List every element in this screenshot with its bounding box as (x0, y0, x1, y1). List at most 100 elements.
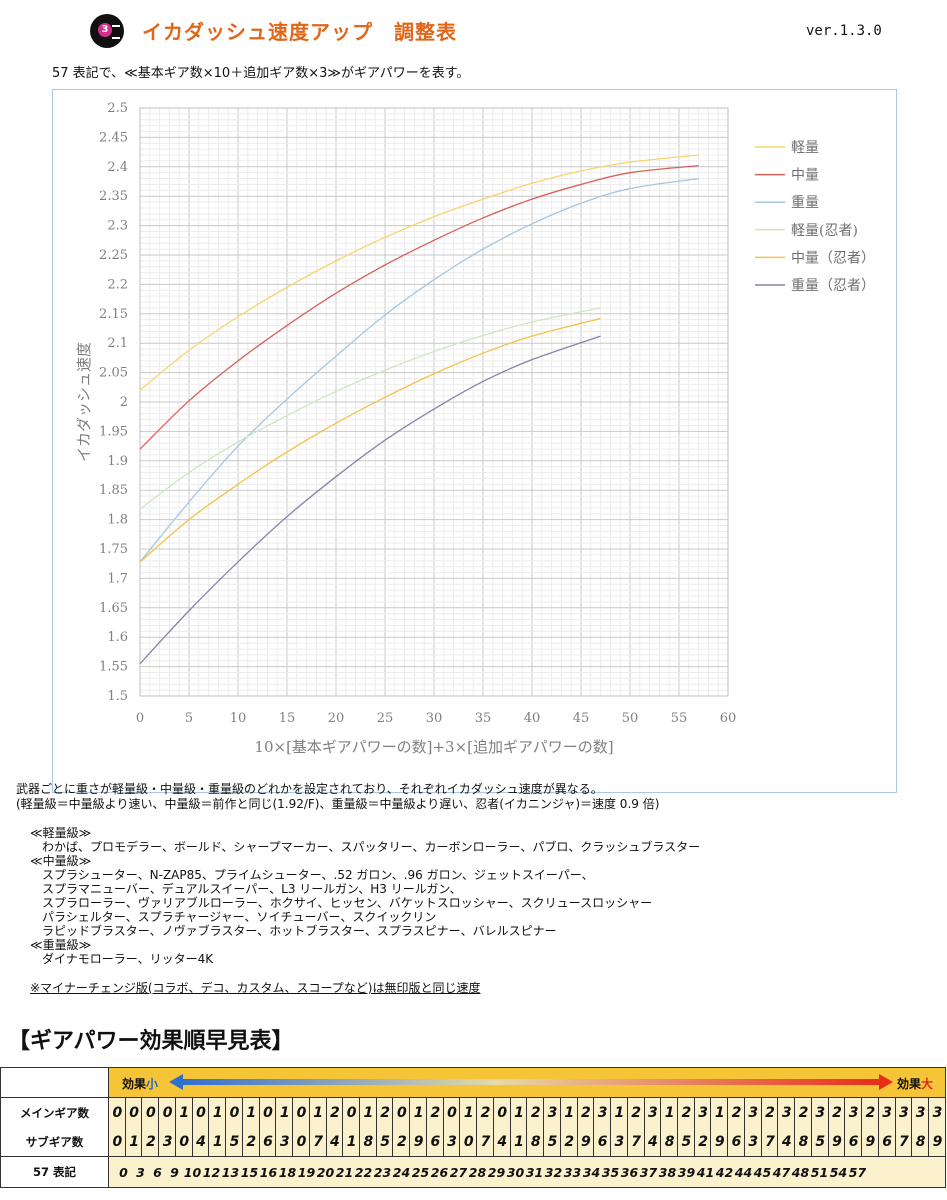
p57-cell: 25 (411, 1164, 430, 1180)
main-gear-cell: 0 (442, 1097, 461, 1128)
main-gear-cell: 0 (225, 1097, 243, 1128)
sub-gear-cell: 3 (442, 1128, 461, 1157)
medium-weapons-1: スプラシューター、N-ZAP85、プライムシューター、.52 ガロン、.96 ガ… (42, 868, 594, 882)
y-tick-label: 2.2 (107, 277, 128, 292)
main-gear-cell: 1 (308, 1097, 327, 1128)
main-gear-cell: 2 (626, 1097, 645, 1128)
x-tick-label: 35 (475, 711, 492, 726)
main-gear-label: メインギア数 (0, 1097, 109, 1128)
x-tick-label: 45 (573, 711, 590, 726)
p57-cell: 45 (753, 1164, 772, 1180)
sub-gear-cell: 5 (375, 1128, 394, 1157)
x-tick-label: 55 (671, 711, 688, 726)
x-tick-label: 60 (720, 711, 737, 726)
sub-gear-cell: 2 (241, 1128, 260, 1157)
y-tick-label: 2.45 (99, 130, 128, 145)
minor-change-note: ※マイナーチェンジ版(コラボ、デコ、カスタム、スコープなど)は無印版と同じ速度 (30, 981, 481, 995)
main-gear-cell: 3 (593, 1097, 612, 1128)
medium-weapons-2: スプラマニューバー、デュアルスイーパー、L3 リールガン、H3 リールガン、 (42, 882, 462, 896)
x-tick-label: 20 (328, 711, 345, 726)
heavy-heading: ≪重量級≫ (30, 938, 92, 952)
y-tick-label: 2 (120, 395, 128, 410)
y-tick-label: 1.7 (107, 571, 128, 586)
p57-cell: 20 (316, 1164, 335, 1180)
p57-cell: 48 (791, 1164, 810, 1180)
p57-cell: 35 (601, 1164, 620, 1180)
p57-cell: 9 (170, 1164, 179, 1180)
sub-gear-cell: 7 (894, 1128, 913, 1157)
note-line-1: 武器ごとに重さが軽量級・中量級・重量級のどれかを設定されており、それぞれイカダッ… (16, 782, 603, 796)
y-tick-label: 2.1 (107, 336, 128, 351)
series-line-1 (139, 154, 699, 391)
main-gear-cell: 1 (610, 1097, 628, 1128)
p57-cell: 28 (468, 1164, 487, 1180)
chart-grid (139, 107, 729, 697)
main-gear-cell: 0 (292, 1097, 310, 1128)
y-tick-label: 2.35 (99, 189, 128, 204)
main-gear-cell: 1 (241, 1097, 260, 1128)
sub-gear-cell: 6 (844, 1128, 863, 1157)
x-tick-label: 15 (279, 711, 296, 726)
p57-cell: 24 (392, 1164, 411, 1180)
logo-number: 3 (98, 23, 112, 37)
sub-gear-cell: 5 (543, 1128, 561, 1157)
sub-gear-cell: 0 (292, 1128, 310, 1157)
p57-cell: 0 (119, 1164, 128, 1180)
legend-label: 軽量 (791, 140, 819, 156)
version-label: ver.1.3.0 (806, 23, 882, 39)
p57-cell: 44 (734, 1164, 753, 1180)
p57-cell: 36 (620, 1164, 639, 1180)
main-gear-cell: 1 (208, 1097, 227, 1128)
main-gear-cell: 0 (191, 1097, 210, 1128)
main-gear-cell: 0 (392, 1097, 411, 1128)
y-tick-label: 2.15 (99, 307, 128, 322)
main-gear-cell: 1 (509, 1097, 528, 1128)
x-tick-label: 50 (622, 711, 639, 726)
sub-gear-cell: 1 (124, 1128, 143, 1157)
y-tick-label: 1.8 (107, 513, 128, 528)
p57-cell: 37 (639, 1164, 658, 1180)
legend-label: 中量 (791, 168, 819, 184)
series-line-6 (139, 335, 601, 665)
p57-cell: 15 (240, 1164, 259, 1180)
app-logo: 3 (90, 14, 124, 48)
light-weapons: わかば、プロモデラー、ボールド、シャープマーカー、スパッタリー、カーボンローラー… (42, 840, 701, 854)
y-tick-label: 1.95 (99, 424, 128, 439)
series-line-2 (139, 164, 699, 450)
main-gear-cell: 0 (158, 1097, 176, 1128)
sub-gear-row: サブギア数 0 1 2 3 0 4 1 5 2 6 3 0 7 4 1 8 5 2 9 6 3 0 7 4 1 8 5 2 9 6 3 7 4 8 5… (0, 1128, 947, 1157)
sub-gear-cell: 3 (743, 1128, 762, 1157)
sub-gear-cell: 2 (392, 1128, 411, 1157)
p57-cell: 13 (221, 1164, 240, 1180)
main-gear-cell: 3 (643, 1097, 662, 1128)
y-tick-label: 2.4 (107, 160, 128, 175)
sub-gear-cell: 5 (225, 1128, 243, 1157)
sub-gear-cell: 2 (693, 1128, 712, 1157)
y-tick-label: 2.3 (107, 219, 128, 234)
p57-cell: 38 (658, 1164, 677, 1180)
medium-weapons-5: ラピッドブラスター、ノヴァブラスター、ホットブラスター、スプラスピナー、バレルス… (42, 924, 557, 938)
main-gear-cell: 3 (911, 1097, 929, 1128)
medium-weapons-3: スプラローラー、ヴァリアブルローラー、ホクサイ、ヒッセン、バケットスロッシャー、… (42, 896, 653, 910)
sub-gear-cell: 3 (158, 1128, 176, 1157)
sub-gear-cell: 8 (660, 1128, 678, 1157)
p57-cell: 33 (563, 1164, 582, 1180)
sub-gear-cell: 4 (643, 1128, 662, 1157)
main-gear-cell: 0 (342, 1097, 361, 1128)
y-tick-label: 1.6 (107, 630, 128, 645)
sub-gear-cell: 9 (710, 1128, 729, 1157)
x-tick-label: 0 (136, 711, 144, 726)
effect-small-label: 効果小 (122, 1077, 159, 1091)
x-axis-title: 10×[基本ギアパワーの数]+3×[追加ギアパワーの数] (254, 738, 613, 756)
p57-cell: 6 (153, 1164, 162, 1180)
main-gear-cell: 0 (124, 1097, 143, 1128)
main-gear-cell: 3 (543, 1097, 561, 1128)
page-subtitle: 57 表記で、≪基本ギア数×10＋追加ギア数×3≫がギアパワーを表す。 (52, 66, 470, 81)
sub-gear-cell: 6 (727, 1128, 745, 1157)
series-line-3 (139, 177, 699, 563)
p57-cell-group: 0 3 6 9 10 12 13 15 16 18 19 20 21 22 23 24 25 26 27 28 29 30… (108, 1156, 946, 1188)
y-axis-title: イカダッシュ速度 (75, 342, 93, 462)
sub-gear-cell: 2 (141, 1128, 160, 1157)
main-gear-cell: 2 (576, 1097, 595, 1128)
main-gear-cell: 3 (894, 1097, 913, 1128)
